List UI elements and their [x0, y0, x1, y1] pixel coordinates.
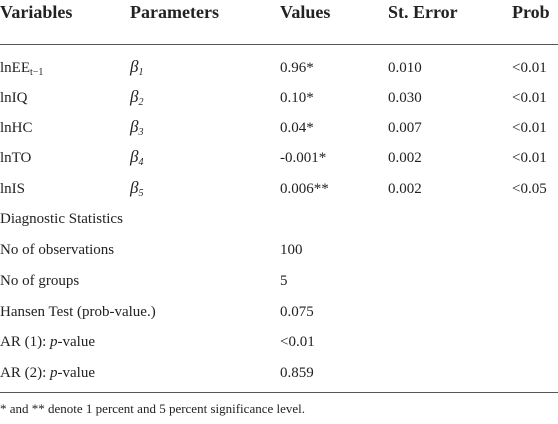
parameter-symbol: β	[130, 147, 139, 166]
diagnostic-value-cell: 0.075	[280, 302, 314, 322]
parameter-symbol: β	[130, 87, 139, 106]
value-cell: 0.006**	[280, 179, 329, 199]
value-cell: 0.10*	[280, 88, 314, 108]
parameter-symbol: β	[130, 117, 139, 136]
header-cell: Parameters	[130, 2, 219, 22]
variable-name: lnEE	[0, 60, 30, 76]
parameter: β5	[130, 178, 144, 199]
diagnostic-label: p	[50, 334, 58, 350]
diagnostic-label: p	[50, 365, 58, 381]
diagnostic-value: <0.01	[280, 334, 315, 350]
variable-cell: lnIS	[0, 179, 25, 199]
variable-cell: lnHC	[0, 118, 33, 138]
parameter-cell: β5	[130, 178, 143, 204]
parameter: β1	[130, 57, 144, 78]
diagnostics-title-cell: Diagnostic Statistics	[0, 209, 123, 229]
parameter-cell: β4	[130, 147, 143, 173]
parameter-subscript: 3	[138, 127, 144, 138]
value: 0.04*	[280, 120, 314, 136]
prob-cell: <0.05	[512, 179, 547, 199]
st-error: 0.002	[388, 181, 422, 197]
diagnostic-value-cell: 0.859	[280, 363, 314, 383]
diagnostic-label-cell: AR (2): p-value	[0, 363, 95, 383]
prob-cell: <0.01	[512, 118, 547, 138]
diagnostic-value-cell: <0.01	[280, 332, 315, 352]
value-cell: -0.001*	[280, 148, 326, 168]
parameter: β3	[130, 117, 144, 138]
parameter-subscript: 1	[138, 67, 144, 78]
header-cell: St. Error	[388, 2, 458, 22]
variable-cell: lnEEt−1	[0, 58, 43, 83]
value: 0.96*	[280, 60, 314, 76]
diagnostic-label-cell: AR (1): p-value	[0, 332, 95, 352]
parameter-subscript: 5	[138, 188, 144, 199]
parameter-symbol: β	[130, 57, 139, 76]
header-cell: Values	[280, 2, 331, 22]
diagnostic-value: 0.075	[280, 304, 314, 320]
st-error: 0.030	[388, 90, 422, 106]
prob-cell: <0.01	[512, 148, 547, 168]
diagnostic-label: AR (1):	[0, 334, 50, 350]
prob-cell: <0.01	[512, 58, 547, 78]
diagnostic-label: -value	[57, 334, 95, 350]
parameter-cell: β3	[130, 117, 143, 143]
diagnostic-value: 100	[280, 242, 303, 258]
bottom-rule	[0, 392, 558, 393]
variable-cell: lnIQ	[0, 88, 28, 108]
st-error-cell: 0.007	[388, 118, 422, 138]
parameter-cell: β2	[130, 87, 143, 113]
variable-name: lnIQ	[0, 90, 28, 106]
value-cell: 0.04*	[280, 118, 314, 138]
value: -0.001*	[280, 150, 327, 166]
parameter-cell: β1	[130, 57, 143, 83]
prob: <0.05	[512, 181, 547, 197]
prob: <0.01	[512, 90, 547, 106]
diagnostic-label: -value	[57, 365, 95, 381]
diagnostic-label-cell: Hansen Test (prob-value.)	[0, 302, 156, 322]
diagnostic-label: No of groups	[0, 273, 80, 289]
st-error: 0.002	[388, 150, 422, 166]
variable-name: lnHC	[0, 120, 33, 136]
header-cell: Variables	[0, 2, 73, 22]
st-error-cell: 0.002	[388, 179, 422, 199]
diagnostic-label-cell: No of observations	[0, 240, 114, 260]
diagnostic-label: Hansen Test (prob-value.)	[0, 304, 156, 320]
prob: <0.01	[512, 120, 547, 136]
value-cell: 0.96*	[280, 58, 314, 78]
diagnostic-value-cell: 100	[280, 240, 303, 260]
header-cell: Prob	[512, 2, 550, 22]
diagnostic-label: AR (2):	[0, 365, 50, 381]
parameter: β4	[130, 147, 144, 168]
st-error: 0.010	[388, 60, 422, 76]
diagnostic-value: 5	[280, 273, 288, 289]
diagnostic-label-cell: No of groups	[0, 271, 79, 291]
parameter-symbol: β	[130, 178, 139, 197]
variable-subscript: t−1	[30, 67, 44, 78]
prob: <0.01	[512, 60, 547, 76]
variable-name: lnIS	[0, 181, 26, 197]
value: 0.006**	[280, 181, 329, 197]
prob-cell: <0.01	[512, 88, 547, 108]
variable-name: lnTO	[0, 150, 32, 166]
variable-cell: lnTO	[0, 148, 31, 168]
prob: <0.01	[512, 150, 547, 166]
parameter: β2	[130, 87, 144, 108]
st-error-cell: 0.010	[388, 58, 422, 78]
parameter-subscript: 2	[138, 97, 144, 108]
footnote: * and ** denote 1 percent and 5 percent …	[0, 401, 306, 416]
diagnostic-value: 0.859	[280, 365, 314, 381]
value: 0.10*	[280, 90, 314, 106]
diagnostic-value-cell: 5	[280, 271, 288, 291]
st-error-cell: 0.002	[388, 148, 422, 168]
diagnostics-title: Diagnostic Statistics	[0, 211, 123, 227]
diagnostic-label: No of observations	[0, 242, 115, 258]
st-error: 0.007	[388, 120, 422, 136]
parameter-subscript: 4	[138, 157, 144, 168]
header-rule	[0, 44, 558, 45]
st-error-cell: 0.030	[388, 88, 422, 108]
